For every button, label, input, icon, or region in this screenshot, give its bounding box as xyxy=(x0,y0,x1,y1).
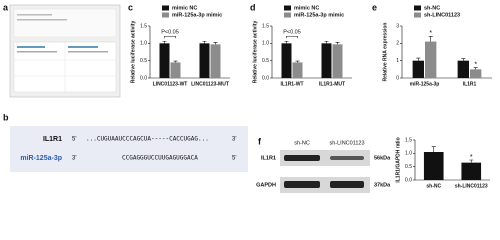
protein-label: IL1R1 xyxy=(261,155,276,161)
x-tick-label: miR-125a-3p xyxy=(410,81,440,87)
sequence-box xyxy=(10,126,248,172)
legend-swatch xyxy=(284,5,291,11)
legend-swatch xyxy=(162,12,169,18)
y-tick-label: 1 xyxy=(396,58,399,64)
bar xyxy=(423,152,444,180)
significance-bracket xyxy=(164,35,176,39)
legend-swatch xyxy=(414,12,421,18)
gene-name: IL1R1 xyxy=(43,136,62,143)
x-tick-label: IL1R1 xyxy=(463,81,477,87)
error-bar xyxy=(162,40,167,44)
y-tick-label: 0.0 xyxy=(140,75,147,81)
bar xyxy=(210,44,221,78)
x-tick-label: LINC01123-MUT xyxy=(191,81,229,87)
bar xyxy=(159,43,170,78)
end-label: 3' xyxy=(72,156,76,162)
gene-name: miR-125a-3p xyxy=(20,155,62,162)
error-bar xyxy=(324,40,329,44)
annotation: P<0.05 xyxy=(283,30,301,36)
bar xyxy=(199,43,210,78)
y-tick-label: 1.0 xyxy=(262,41,269,47)
bar xyxy=(321,43,332,78)
error-bar xyxy=(173,60,178,63)
x-tick-label: IL1R1-MUT xyxy=(319,81,345,87)
error-bar xyxy=(469,159,474,163)
y-axis-label: Relative RNA expression xyxy=(382,22,388,81)
bar xyxy=(332,44,343,78)
legend-label: sh-LINC01123 xyxy=(424,12,460,18)
annotation: * xyxy=(429,30,432,37)
error-bar xyxy=(431,146,436,152)
lane-label: sh-LINC01123 xyxy=(329,140,364,146)
error-bar xyxy=(335,41,340,45)
y-tick-label: 0.0 xyxy=(262,75,269,81)
size-label: 56kDa xyxy=(374,155,391,161)
error-bar xyxy=(295,60,300,63)
bar xyxy=(457,60,469,78)
error-bar xyxy=(213,41,218,45)
legend-label: miR-125a-3p mimic xyxy=(172,12,222,18)
blot xyxy=(280,150,370,193)
bar xyxy=(425,41,437,78)
bar xyxy=(412,60,424,78)
screenshot xyxy=(9,4,121,98)
y-axis-label: Relative luciferase activity xyxy=(130,21,136,84)
y-axis-label: Relative luciferase activity xyxy=(252,21,258,84)
error-bar xyxy=(473,67,478,70)
error-bar xyxy=(202,40,207,44)
legend-label: mimic NC xyxy=(294,5,319,11)
error-bar xyxy=(284,40,289,44)
y-tick-label: 2 xyxy=(396,41,399,47)
significance-bracket xyxy=(286,35,298,39)
end-label: 5' xyxy=(232,156,236,162)
size-label: 37kDa xyxy=(374,182,391,188)
panel-label: d xyxy=(250,2,256,12)
panel-label: b xyxy=(3,112,9,122)
error-bar xyxy=(428,36,433,42)
panel-label: a xyxy=(3,2,9,12)
y-tick-label: 0.5 xyxy=(405,164,412,170)
panel-label: c xyxy=(128,2,133,12)
x-tick-label: sh-NC xyxy=(426,183,441,189)
error-bar xyxy=(461,58,466,61)
legend-label: miR-125a-3p mimic xyxy=(294,12,344,18)
y-tick-label: 1.5 xyxy=(140,23,147,29)
panel-label: f xyxy=(258,136,262,146)
x-tick-label: sh-LINC01123 xyxy=(455,183,488,189)
protein-label: GAPDH xyxy=(256,182,276,188)
annotation: * xyxy=(470,154,473,161)
y-tick-label: 1.0 xyxy=(405,151,412,157)
lane-label: sh-NC xyxy=(294,140,310,146)
y-tick-label: 1.5 xyxy=(405,137,412,143)
y-tick-label: 0 xyxy=(396,75,399,81)
bar xyxy=(292,62,303,78)
y-tick-label: 1.5 xyxy=(262,23,269,29)
y-tick-label: 0.0 xyxy=(405,177,412,183)
x-tick-label: IL1R1-WT xyxy=(280,81,303,87)
figure: a b c d e f IL1R1 5' ...CUGUAAUCCCAGCUA-----CACC… xyxy=(3,2,492,193)
y-tick-label: 0.5 xyxy=(262,58,269,64)
bar xyxy=(461,162,482,180)
y-axis-label: IL1R1/GAPDH ratio xyxy=(395,137,401,182)
legend-swatch xyxy=(284,12,291,18)
end-label: 3' xyxy=(232,137,236,143)
legend-swatch xyxy=(414,5,421,11)
sequence: CCGAGGGUCCUUGAGUGGACA xyxy=(122,155,198,162)
panel-label: e xyxy=(372,2,377,12)
annotation: * xyxy=(474,61,477,68)
x-tick-label: LINC01123-WT xyxy=(153,81,188,87)
end-label: 5' xyxy=(72,137,76,143)
legend-swatch xyxy=(162,5,169,11)
bar xyxy=(470,69,482,78)
y-tick-label: 1.0 xyxy=(140,41,147,47)
bar xyxy=(281,43,292,78)
y-tick-label: 0.5 xyxy=(140,58,147,64)
bar xyxy=(170,62,181,78)
legend-label: mimic NC xyxy=(172,5,197,11)
sequence: ...CUGUAAUCCCAGCUA-----CACCUGAG... xyxy=(86,136,209,143)
legend-label: sh-NC xyxy=(424,5,440,11)
error-bar xyxy=(416,57,421,61)
y-tick-label: 3 xyxy=(396,23,399,29)
annotation: P<0.05 xyxy=(161,30,179,36)
